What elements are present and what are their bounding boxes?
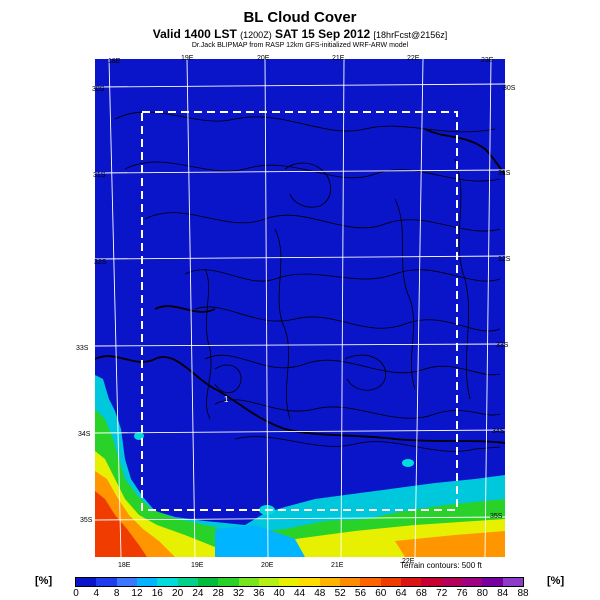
colorbar-label: 68 <box>415 588 427 599</box>
cloud-cover-map: 1 <box>95 59 505 557</box>
lon-bottom-18e: 18E <box>118 562 131 569</box>
lat-right-33s: 33S <box>496 342 509 349</box>
colorbar-label: 56 <box>354 588 367 599</box>
lon-top-23e: 23E <box>481 57 494 64</box>
colorbar <box>75 577 524 587</box>
colorbar-segment <box>299 578 320 586</box>
colorbar-segment <box>177 578 198 586</box>
colorbar-label: 84 <box>497 588 509 599</box>
forecast-info: [18hrFcst@2156z] <box>373 30 448 40</box>
lon-top-22e: 22E <box>407 55 420 62</box>
colorbar-label: 72 <box>436 588 448 599</box>
colorbar-label: 48 <box>314 588 326 599</box>
lat-right-30s: 30S <box>503 85 516 92</box>
lon-top-19e: 19E <box>181 55 194 62</box>
colorbar-label: 76 <box>456 588 468 599</box>
colorbar-label: 24 <box>192 588 204 599</box>
lat-right-35s: 35S <box>490 513 503 520</box>
lat-left-34s: 34S <box>78 431 91 438</box>
colorbar-segment <box>197 578 219 586</box>
colorbar-label: 28 <box>212 588 224 599</box>
valid-date: SAT 15 Sep 2012 <box>275 27 371 41</box>
lat-left-30s: 30S <box>92 86 105 93</box>
colorbar-label: 12 <box>131 588 143 599</box>
valid-time: Valid 1400 LST <box>152 27 237 41</box>
colorbar-segment <box>340 578 361 586</box>
colorbar-label: 16 <box>151 588 163 599</box>
colorbar-label: 52 <box>334 588 346 599</box>
colorbar-label: 88 <box>517 588 529 599</box>
map-subtitle: Valid 1400 LST (1200Z) SAT 15 Sep 2012 [… <box>0 27 600 41</box>
colorbar-segment <box>136 578 158 586</box>
colorbar-segment <box>218 578 239 586</box>
colorbar-segment <box>238 578 259 586</box>
inner-domain-boundary <box>141 111 458 511</box>
cloud-region-southcoast-orange <box>395 531 505 557</box>
lon-bottom-21e: 21E <box>331 562 344 569</box>
colorbar-segment <box>482 578 503 586</box>
lon-top-18e: 18E <box>108 58 121 65</box>
colorbar-label: 60 <box>375 588 387 599</box>
utc-time: (1200Z) <box>240 30 272 40</box>
lat-right-31s: 31S <box>498 170 511 177</box>
lon-top-21e: 21E <box>332 55 345 62</box>
colorbar-label: 4 <box>93 588 100 599</box>
lon-bottom-20e: 20E <box>261 562 274 569</box>
lat-lon-grid <box>95 59 505 557</box>
lat-left-31s: 31S <box>93 172 106 179</box>
colorbar-label: 20 <box>172 588 184 599</box>
cloud-region-red <box>95 491 147 557</box>
lon-bottom-22e: 22E <box>402 558 415 565</box>
lat-right-34s: 34S <box>492 428 505 435</box>
colorbar-unit-right: [%] <box>547 575 565 587</box>
colorbar-segment <box>461 578 483 586</box>
colorbar-segment <box>157 578 178 586</box>
colorbar-segment <box>380 578 401 586</box>
colorbar-label: 32 <box>232 588 245 599</box>
map-title: BL Cloud Cover <box>243 9 357 26</box>
map-background <box>95 59 505 557</box>
lat-left-35s: 35S <box>80 517 93 524</box>
point-label: 1 <box>224 395 229 404</box>
colorbar-label: 40 <box>273 588 285 599</box>
colorbar-segment <box>319 578 341 586</box>
terrain-note: Terrain contours: 500 ft <box>400 561 482 570</box>
colorbar-segment <box>258 578 280 586</box>
colorbar-segment <box>421 578 442 586</box>
colorbar-label: 64 <box>395 588 407 599</box>
lat-left-33s: 33S <box>76 345 89 352</box>
lat-left-32s: 32S <box>94 259 107 266</box>
colorbar-label: 36 <box>253 588 265 599</box>
colorbar-segment <box>116 578 137 586</box>
lat-right-32s: 32S <box>498 256 511 263</box>
colorbar-segment <box>441 578 462 586</box>
colorbar-segment <box>76 578 97 586</box>
colorbar-label: 0 <box>73 588 79 599</box>
lon-bottom-19e: 19E <box>191 562 204 569</box>
cloud-spot <box>402 459 414 467</box>
colorbar-label: 80 <box>476 588 488 599</box>
colorbar-segment <box>401 578 422 586</box>
colorbar-label: 8 <box>113 588 120 599</box>
colorbar-segment <box>502 578 523 586</box>
cloud-region-green <box>95 409 505 557</box>
colorbar-label: 44 <box>293 588 306 599</box>
colorbar-segment <box>360 578 381 586</box>
model-credit: Dr.Jack BLIPMAP from RASP 12km GFS-initi… <box>191 42 409 49</box>
colorbar-unit-left: [%] <box>35 575 53 587</box>
colorbar-segment <box>279 578 300 586</box>
colorbar-segment <box>96 578 117 586</box>
lon-top-20e: 20E <box>257 55 270 62</box>
